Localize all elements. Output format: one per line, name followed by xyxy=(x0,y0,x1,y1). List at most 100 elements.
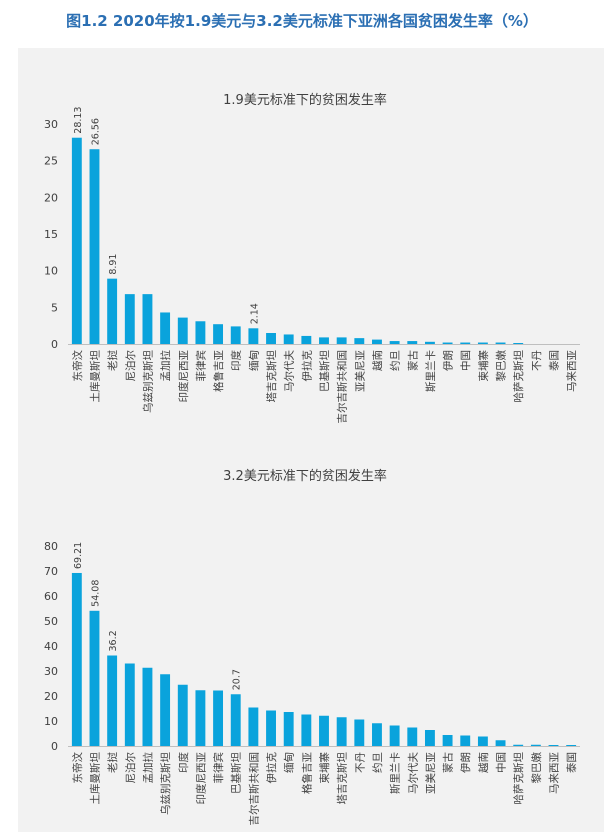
x-tick-label: 伊拉克 xyxy=(265,752,278,784)
bar xyxy=(230,694,241,746)
x-tick-label: 中国 xyxy=(495,752,508,773)
bars xyxy=(71,137,524,344)
y-axis: 0 10 20 30 40 50 60 70 80 xyxy=(44,540,580,753)
x-tick-label: 尼泊尔 xyxy=(124,752,137,784)
y-tick-label: 70 xyxy=(44,565,58,578)
bar xyxy=(124,294,135,344)
x-tick-label: 老挝 xyxy=(106,350,119,371)
x-tick-label: 伊朗 xyxy=(460,752,472,773)
x-tick-label: 亚美尼亚 xyxy=(424,752,437,794)
y-tick-label: 25 xyxy=(44,155,58,168)
x-tick-label: 柬埔寨 xyxy=(477,350,490,382)
bar xyxy=(566,745,577,746)
bar xyxy=(301,714,312,746)
x-tick-label: 约旦 xyxy=(371,752,384,773)
data-label: 8.91 xyxy=(108,254,119,275)
x-tick-labels: 东帝汶 土库曼斯坦 老挝 尼泊尔 孟加拉 乌兹别克斯坦 印度 印度尼西亚 菲律宾 巴基斯坦 吉尔吉斯… xyxy=(71,752,578,826)
bar xyxy=(71,572,82,746)
y-tick-label: 0 xyxy=(51,338,58,351)
y-tick-label: 30 xyxy=(44,665,58,678)
x-tick-label: 格鲁吉亚 xyxy=(300,752,313,794)
x-tick-label: 伊朗 xyxy=(443,350,455,371)
x-tick-label: 伊拉克 xyxy=(300,350,313,382)
figure-title: 图1.2 2020年按1.9美元与3.2美元标准下亚洲各国贫困发生率（%） xyxy=(66,11,538,30)
y-tick-label: 15 xyxy=(44,228,58,241)
bar xyxy=(477,736,488,746)
bar xyxy=(142,667,153,746)
x-tick-label: 黎巴嫩 xyxy=(530,752,543,784)
x-tick-label: 东帝汶 xyxy=(71,350,84,382)
data-label: 54.08 xyxy=(90,580,101,607)
bar xyxy=(354,719,365,746)
data-label: 20.7 xyxy=(232,669,243,690)
bar xyxy=(248,328,259,344)
bar xyxy=(177,317,188,344)
x-tick-label: 约旦 xyxy=(389,350,402,371)
x-tick-label: 斯里兰卡 xyxy=(424,350,437,392)
bar xyxy=(142,294,153,344)
data-label: 2.14 xyxy=(249,303,260,324)
bar xyxy=(89,610,100,746)
y-tick-label: 80 xyxy=(44,540,58,553)
bar xyxy=(495,342,506,344)
bar xyxy=(319,337,329,344)
bar xyxy=(513,343,524,344)
bar xyxy=(266,333,276,344)
y-tick-label: 30 xyxy=(44,118,58,131)
bar xyxy=(213,690,224,746)
x-tick-label: 马尔代夫 xyxy=(283,350,296,392)
x-tick-label: 乌兹别克斯坦 xyxy=(141,350,154,413)
x-tick-label: 不丹 xyxy=(531,350,543,371)
x-tick-label: 尼泊尔 xyxy=(124,350,137,382)
x-tick-label: 泰国 xyxy=(565,752,578,773)
bar xyxy=(336,337,347,344)
x-tick-label: 哈萨克斯坦 xyxy=(512,752,525,805)
data-label: 69.21 xyxy=(73,542,84,569)
bar xyxy=(213,324,224,344)
bar xyxy=(336,717,347,746)
bar xyxy=(71,137,82,344)
y-tick-label: 10 xyxy=(44,715,58,728)
x-tick-label: 越南 xyxy=(477,752,490,773)
data-label: 28.13 xyxy=(73,107,84,134)
chart-poverty-3-2: 3.2美元标准下的贫困发生率 0 10 20 30 40 50 60 70 80 69.21 54… xyxy=(44,468,580,826)
x-tick-label: 斯里兰卡 xyxy=(389,752,402,794)
data-labels: 28.13 26.56 8.91 2.14 xyxy=(73,107,261,325)
x-tick-label: 东帝汶 xyxy=(71,752,84,784)
bar xyxy=(283,712,294,746)
x-tick-label: 巴基斯坦 xyxy=(318,350,331,392)
bar xyxy=(442,342,453,344)
bar xyxy=(424,730,435,746)
data-label: 26.56 xyxy=(90,118,101,145)
x-tick-label: 越南 xyxy=(371,350,384,371)
x-tick-label: 土库曼斯坦 xyxy=(88,752,101,805)
x-tick-label: 巴基斯坦 xyxy=(230,752,243,794)
x-tick-label: 塔吉克斯坦 xyxy=(336,752,349,805)
bar xyxy=(195,690,206,746)
x-tick-label: 中国 xyxy=(459,350,472,371)
x-tick-label: 缅甸 xyxy=(247,350,260,371)
x-tick-label: 孟加拉 xyxy=(159,350,172,382)
bar xyxy=(389,725,400,746)
x-tick-label: 柬埔寨 xyxy=(318,752,331,784)
x-tick-label: 孟加拉 xyxy=(141,752,154,784)
bar xyxy=(230,326,241,344)
bar xyxy=(89,149,100,344)
bar xyxy=(460,342,471,344)
y-tick-label: 0 xyxy=(51,740,58,753)
chart-panel: 1.9美元标准下的贫困发生率 0 5 10 15 20 25 30 28.13 26.56 8.… xyxy=(18,48,604,832)
chart-poverty-1-9: 1.9美元标准下的贫困发生率 0 5 10 15 20 25 30 28.13 26.56 8.… xyxy=(44,92,580,424)
bar xyxy=(160,312,171,344)
bar xyxy=(372,723,382,746)
bar xyxy=(266,710,276,746)
y-tick-label: 5 xyxy=(51,301,58,314)
bar xyxy=(407,341,418,344)
x-tick-label: 印度尼西亚 xyxy=(194,752,207,805)
bar xyxy=(372,339,382,344)
x-tick-label: 菲律宾 xyxy=(212,752,225,784)
x-tick-label: 土库曼斯坦 xyxy=(88,350,101,403)
bar xyxy=(124,663,135,746)
bar xyxy=(513,744,524,746)
bar xyxy=(319,715,329,746)
x-tick-label: 哈萨克斯坦 xyxy=(512,350,525,403)
